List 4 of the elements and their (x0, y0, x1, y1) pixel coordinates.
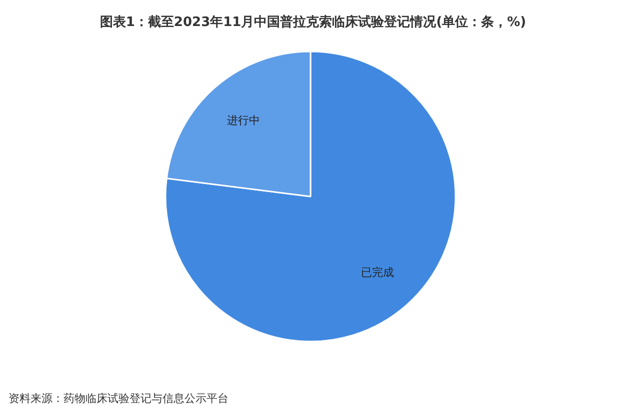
slice-label: 已完成 (361, 266, 394, 280)
text: 资料来源：药物临床试验登记与信息公示平台 (8, 392, 228, 405)
chart-title: 图表1：截至2023年11月中国普拉克索临床试验登记情况(单位：条，%) (100, 14, 526, 30)
slice-label: 进行中 (226, 114, 260, 127)
